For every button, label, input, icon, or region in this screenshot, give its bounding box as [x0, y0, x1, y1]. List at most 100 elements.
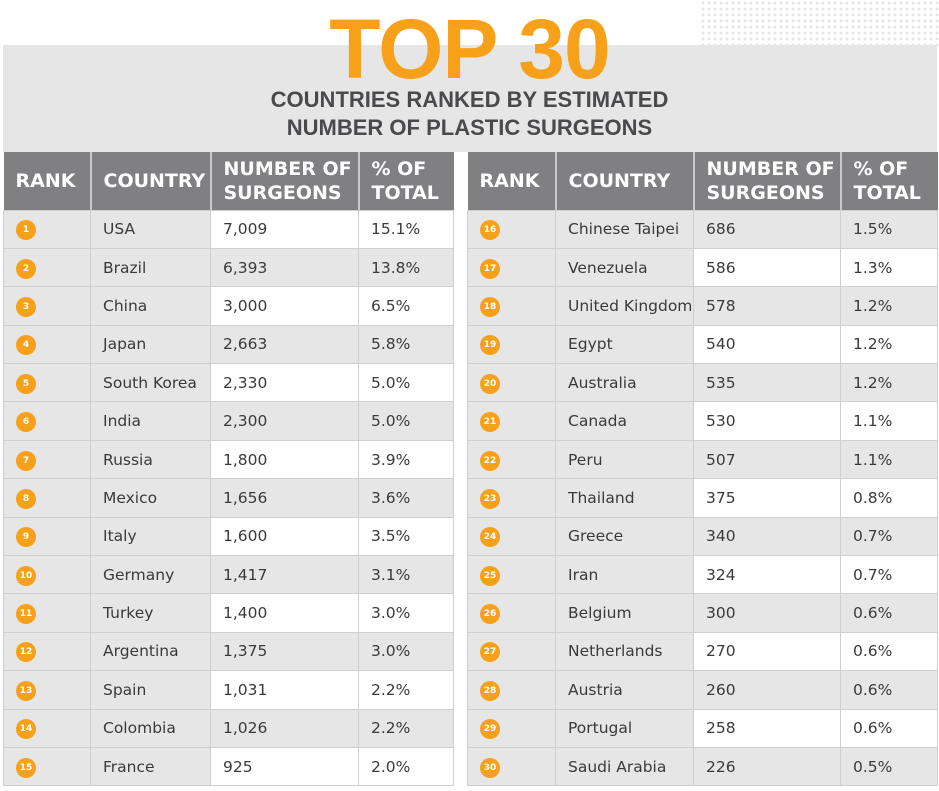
rank-cell: 15: [3, 746, 91, 787]
pct-cell: 1.1%: [840, 401, 938, 441]
rank-cell: 10: [3, 555, 91, 595]
rank-cell: 6: [3, 401, 91, 441]
rank-badge: 28: [480, 680, 500, 701]
header-pct-l1: % OF: [371, 157, 427, 180]
rank-badge: 21: [480, 412, 500, 433]
surgeons-cell: 226: [693, 746, 841, 787]
rank-badge: 11: [16, 604, 36, 625]
rank-cell: 26: [467, 593, 556, 633]
rank-cell: 4: [3, 324, 91, 365]
country-cell: Peru: [555, 439, 694, 480]
header-pct: % OF TOTAL: [840, 152, 938, 210]
table-row: 12 Argentina 1,375 3.0%: [3, 631, 454, 672]
rank-badge: 19: [480, 335, 500, 356]
country-cell: Venezuela: [555, 247, 694, 288]
surgeons-cell: 578: [693, 286, 841, 326]
country-cell: Germany: [90, 555, 211, 595]
rank-cell: 13: [3, 670, 91, 710]
surgeons-cell: 6,393: [210, 247, 359, 288]
rank-badge: 1: [16, 220, 36, 241]
table-row: 14 Colombia 1,026 2.2%: [3, 708, 454, 748]
rank-badge: 3: [16, 296, 36, 317]
pct-cell: 0.6%: [840, 670, 938, 710]
surgeons-cell: 586: [693, 247, 841, 288]
surgeons-cell: 1,656: [210, 478, 359, 518]
country-cell: Australia: [555, 363, 694, 403]
rank-badge: 27: [480, 642, 500, 663]
surgeons-cell: 340: [693, 516, 841, 557]
surgeons-cell: 1,600: [210, 516, 359, 557]
pct-cell: 1.2%: [840, 363, 938, 403]
rank-badge: 12: [16, 642, 36, 663]
table-row: 6 India 2,300 5.0%: [3, 401, 454, 441]
rank-badge: 26: [480, 604, 500, 625]
rank-badge: 22: [480, 450, 500, 471]
country-cell: Thailand: [555, 478, 694, 518]
pct-cell: 0.6%: [840, 593, 938, 633]
rank-cell: 17: [467, 247, 556, 288]
rank-cell: 1: [3, 209, 91, 249]
rank-cell: 19: [467, 324, 556, 365]
header-banner: [3, 45, 937, 152]
country-cell: China: [90, 286, 211, 326]
surgeons-cell: 2,663: [210, 324, 359, 365]
surgeons-cell: 1,400: [210, 593, 359, 633]
pct-cell: 3.6%: [358, 478, 454, 518]
table-row: 3 China 3,000 6.5%: [3, 286, 454, 326]
pct-cell: 1.5%: [840, 209, 938, 249]
pct-cell: 3.1%: [358, 555, 454, 595]
pct-cell: 0.6%: [840, 631, 938, 672]
country-cell: Spain: [90, 670, 211, 710]
pct-cell: 1.1%: [840, 439, 938, 480]
surgeons-cell: 7,009: [210, 209, 359, 249]
header-rank-label: RANK: [479, 169, 540, 192]
page-title: TOP 30: [329, 2, 610, 96]
rank-badge: 5: [16, 373, 36, 394]
table-row: 8 Mexico 1,656 3.6%: [3, 478, 454, 518]
table-row: 21 Canada 530 1.1%: [467, 401, 938, 441]
table-row: 25 Iran 324 0.7%: [467, 555, 938, 595]
rank-badge: 7: [16, 450, 36, 471]
surgeons-cell: 1,375: [210, 631, 359, 672]
pct-cell: 0.7%: [840, 555, 938, 595]
rank-badge: 29: [480, 719, 500, 740]
rank-cell: 2: [3, 247, 91, 288]
surgeons-cell: 3,000: [210, 286, 359, 326]
rank-cell: 23: [467, 478, 556, 518]
rank-cell: 11: [3, 593, 91, 633]
header-pct: % OF TOTAL: [358, 152, 454, 210]
header-pct-l1: % OF: [853, 157, 909, 180]
country-cell: Austria: [555, 670, 694, 710]
table-row: 26 Belgium 300 0.6%: [467, 593, 938, 633]
table-row: 15 France 925 2.0%: [3, 746, 454, 787]
country-cell: Russia: [90, 439, 211, 480]
country-cell: Egypt: [555, 324, 694, 365]
rank-badge: 4: [16, 335, 36, 356]
pct-cell: 1.2%: [840, 324, 938, 365]
rank-badge: 10: [16, 565, 36, 586]
rank-cell: 7: [3, 439, 91, 480]
rank-badge: 16: [480, 220, 500, 241]
country-cell: France: [90, 746, 211, 787]
country-cell: United Kingdom: [555, 286, 694, 326]
country-cell: Turkey: [90, 593, 211, 633]
surgeons-cell: 260: [693, 670, 841, 710]
table-row: 1 USA 7,009 15.1%: [3, 209, 454, 249]
country-cell: USA: [90, 209, 211, 249]
world-map-dots-decoration: [700, 0, 939, 48]
rank-cell: 28: [467, 670, 556, 710]
pct-cell: 0.8%: [840, 478, 938, 518]
country-cell: Saudi Arabia: [555, 746, 694, 787]
country-cell: Colombia: [90, 708, 211, 748]
pct-cell: 0.7%: [840, 516, 938, 557]
pct-cell: 1.3%: [840, 247, 938, 288]
country-cell: Greece: [555, 516, 694, 557]
table-row: 7 Russia 1,800 3.9%: [3, 439, 454, 480]
surgeons-cell: 324: [693, 555, 841, 595]
header-country-label: COUNTRY: [103, 169, 206, 192]
country-cell: Brazil: [90, 247, 211, 288]
subtitle-line-2: NUMBER OF PLASTIC SURGEONS: [286, 115, 653, 140]
rank-badge: 25: [480, 565, 500, 586]
table-row: 11 Turkey 1,400 3.0%: [3, 593, 454, 633]
header-surgeons-l2: SURGEONS: [223, 181, 342, 204]
